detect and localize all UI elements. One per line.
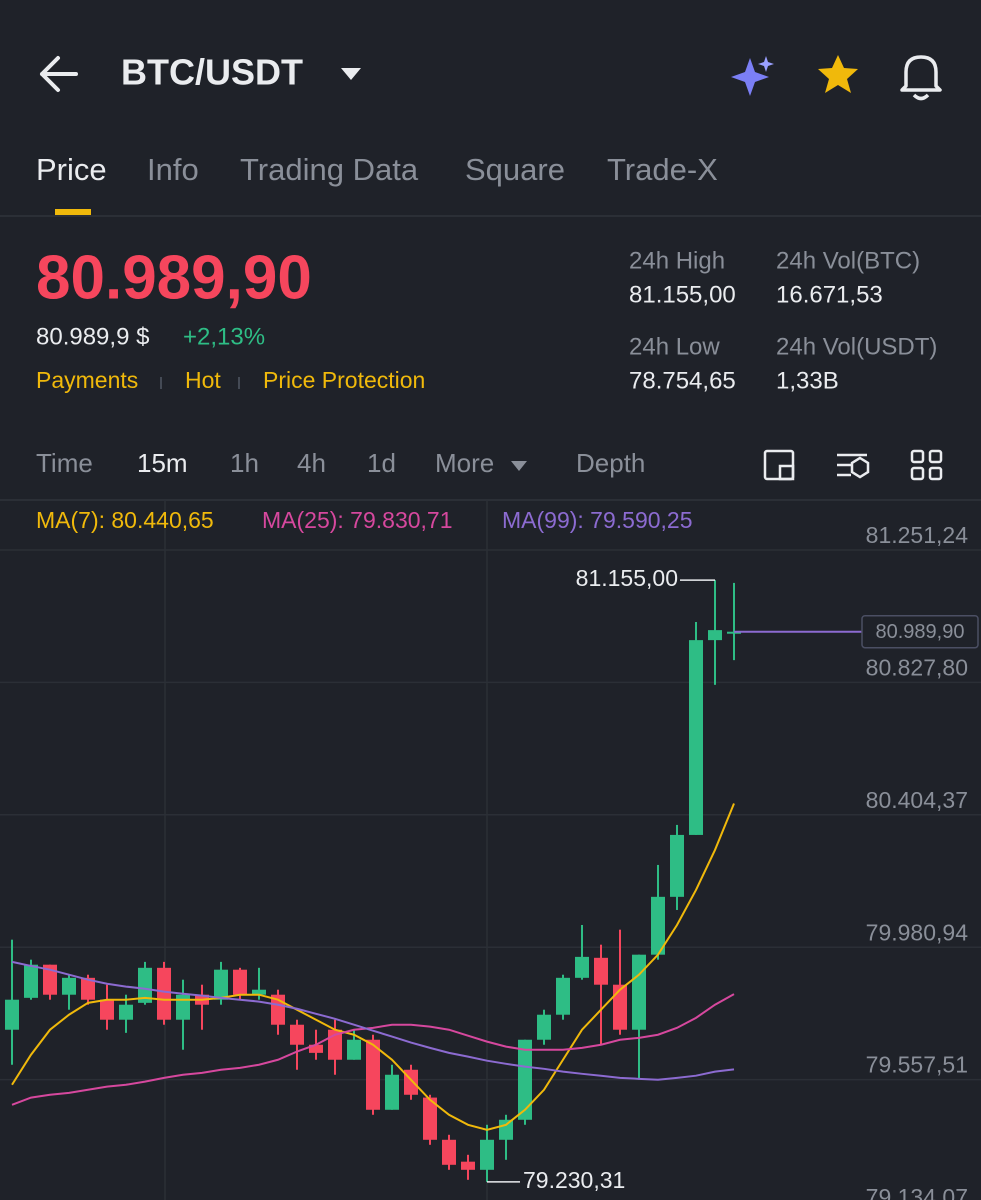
candle-body xyxy=(556,977,570,1015)
legend-entry: MA(99): 79.590,25 xyxy=(502,507,693,533)
candle-body xyxy=(594,957,608,985)
timeframe[interactable]: 1d xyxy=(367,448,396,478)
candle-body xyxy=(461,1161,475,1170)
candle-body xyxy=(62,977,76,995)
timeframe[interactable]: Time xyxy=(36,448,93,478)
candle-body xyxy=(613,984,627,1030)
candle-body xyxy=(537,1014,551,1040)
low-marker-label: 79.230,31 xyxy=(523,1167,625,1193)
tag[interactable]: Hot xyxy=(185,367,221,393)
timeframe[interactable]: More xyxy=(435,448,494,478)
legend-entry: MA(7): 80.440,65 xyxy=(36,507,214,533)
ma-line xyxy=(11,993,735,1106)
tab[interactable]: Square xyxy=(465,152,565,187)
candle-body xyxy=(252,989,266,995)
candle-body xyxy=(81,977,95,1000)
candle-body xyxy=(290,1024,304,1045)
tab[interactable]: Trading Data xyxy=(240,152,419,187)
alert-bell[interactable] xyxy=(900,55,942,101)
candle-body xyxy=(214,969,228,1000)
tab[interactable]: Trade-X xyxy=(607,152,718,187)
candle-body xyxy=(385,1074,399,1110)
tab[interactable]: Price xyxy=(36,152,107,187)
stat-label: 24h Low xyxy=(629,333,720,360)
stat-label: 24h Vol(BTC) xyxy=(776,247,920,274)
ma-line xyxy=(11,803,735,1131)
candle-body xyxy=(138,967,152,1003)
stat-label: 24h Vol(USDT) xyxy=(776,333,937,360)
candle-body xyxy=(366,1039,380,1110)
timeframe[interactable]: 4h xyxy=(297,448,326,478)
y-tick-label: 79.134,07 xyxy=(866,1184,968,1200)
last-price-label: 80.989,90 xyxy=(876,621,965,643)
tag[interactable]: Price Protection xyxy=(263,367,425,393)
candle-body xyxy=(518,1039,532,1120)
candle-body xyxy=(632,954,646,1030)
candle-body xyxy=(176,994,190,1020)
y-tick-label: 80.404,37 xyxy=(866,787,968,813)
ma-line xyxy=(11,960,735,1081)
high-marker-label: 81.155,00 xyxy=(576,565,678,591)
candle-body xyxy=(100,999,114,1020)
last-price: 80.989,90 xyxy=(36,243,312,312)
candle-body xyxy=(480,1139,494,1170)
timeframe[interactable]: 1h xyxy=(230,448,259,478)
timeframe[interactable]: Depth xyxy=(576,448,645,478)
candle-body xyxy=(708,630,722,641)
price-change: +2,13% xyxy=(183,323,265,350)
stat-label: 24h High xyxy=(629,247,725,274)
candle-body xyxy=(24,964,38,998)
candle-body xyxy=(423,1097,437,1140)
stat-value: 81.155,00 xyxy=(629,281,736,308)
stat-value: 1,33B xyxy=(776,367,839,394)
pair-dropdown[interactable] xyxy=(341,68,361,80)
favorite-star[interactable] xyxy=(818,55,858,93)
candle-body xyxy=(5,999,19,1030)
more-dropdown[interactable] xyxy=(511,461,527,471)
candle-body xyxy=(119,1004,133,1020)
pair-title[interactable]: BTC/USDT xyxy=(121,52,303,93)
last-price-box xyxy=(861,614,979,649)
candle-body xyxy=(233,969,247,995)
back-button[interactable] xyxy=(40,56,78,92)
y-tick-label: 80.827,80 xyxy=(866,654,968,680)
y-tick-label: 79.557,51 xyxy=(866,1052,968,1078)
candle-body xyxy=(43,964,57,995)
candle-body xyxy=(651,896,665,955)
stat-value: 16.671,53 xyxy=(776,281,883,308)
candle-body xyxy=(670,834,684,897)
y-tick-label: 81.251,24 xyxy=(866,522,969,548)
ai-button[interactable] xyxy=(731,56,774,96)
timeframe-icons[interactable] xyxy=(763,449,943,481)
candle-body xyxy=(442,1139,456,1165)
candle-body xyxy=(499,1119,513,1140)
candle-body xyxy=(157,967,171,1020)
stat-value: 78.754,65 xyxy=(629,367,736,394)
candle-body xyxy=(309,1044,323,1053)
candle-body xyxy=(347,1039,361,1060)
legend-entry: MA(25): 79.830,71 xyxy=(262,507,453,533)
tab-underline xyxy=(55,209,91,215)
tab[interactable]: Info xyxy=(147,152,199,187)
candle-body xyxy=(689,640,703,835)
fiat-price: 80.989,9 $ xyxy=(36,323,149,350)
y-tick-label: 79.980,94 xyxy=(866,919,969,945)
timeframe[interactable]: 15m xyxy=(137,448,188,478)
candle-body xyxy=(575,956,589,978)
tag[interactable]: Payments xyxy=(36,367,138,393)
